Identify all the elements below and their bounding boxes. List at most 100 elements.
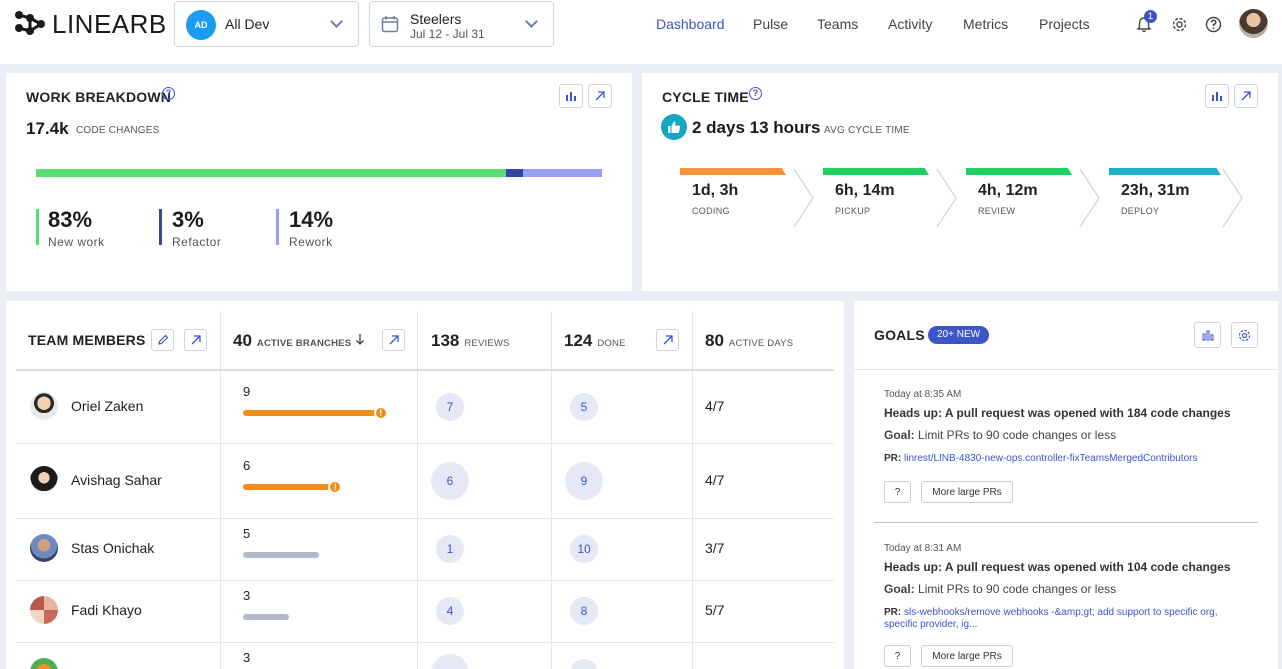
active-days-header[interactable]: 80 ACTIVE DAYS — [705, 331, 793, 351]
pencil-icon — [157, 334, 168, 345]
active-branches-header[interactable]: 40 ACTIVE BRANCHES — [233, 331, 351, 351]
help-icon[interactable] — [1205, 16, 1222, 33]
goal-question-button[interactable]: ? — [884, 645, 911, 667]
calendar-icon — [381, 16, 399, 33]
avatar — [30, 465, 58, 494]
cycle-stage-review[interactable]: 4h, 12m REVIEW — [966, 168, 1100, 228]
member-name[interactable]: Fadi Khayo — [71, 602, 142, 618]
stage-color-bar — [966, 168, 1072, 175]
active-days-value: 5/7 — [705, 602, 725, 618]
notifications-button[interactable]: 1 — [1135, 10, 1157, 34]
done-header[interactable]: 124 DONE — [564, 331, 626, 351]
cycle-time-title: CYCLE TIME — [662, 89, 749, 105]
pr-link[interactable]: linrest/LINB-4830-new-ops.controller-fix… — [904, 453, 1198, 464]
pr-link[interactable]: sls-webhooks/remove webhooks -&amp;gt; a… — [884, 607, 1218, 630]
refactor-percent: 3% — [172, 207, 204, 232]
done-bubble[interactable]: 5 — [570, 393, 598, 421]
expand-team-button[interactable] — [184, 329, 207, 351]
cycle-stage-deploy[interactable]: 23h, 31m DEPLOY — [1109, 168, 1243, 228]
stage-color-bar — [1109, 168, 1221, 175]
top-header: LINEARB AD All Dev Steelers Jul 12 - Jul… — [0, 0, 1282, 64]
help-icon[interactable]: ? — [749, 87, 762, 100]
iteration-dates: Jul 12 - Jul 31 — [410, 27, 485, 41]
new-work-label: New work — [48, 235, 105, 249]
chart-view-button[interactable] — [1205, 84, 1229, 108]
header-divider — [16, 369, 834, 371]
nav-teams[interactable]: Teams — [817, 16, 859, 32]
goals-settings-button[interactable] — [1231, 322, 1258, 348]
logo-text: LINEARB — [52, 8, 167, 39]
reviews-header[interactable]: 138 REVIEWS — [431, 331, 510, 351]
code-changes-total: 17.4k — [26, 119, 69, 138]
expand-button[interactable] — [1234, 84, 1258, 108]
warning-icon[interactable]: ! — [328, 479, 343, 494]
goals-chart-button[interactable] — [1194, 322, 1221, 348]
reviews-bubble[interactable]: 7 — [436, 393, 464, 421]
done-bubble[interactable]: 9 — [565, 461, 603, 500]
table-row[interactable] — [16, 642, 834, 669]
iteration-selector[interactable]: Steelers Jul 12 - Jul 31 — [369, 1, 554, 47]
cycle-stage-pickup[interactable]: 6h, 14m PICKUP — [823, 168, 957, 228]
help-icon[interactable]: ? — [162, 87, 175, 100]
goal-label: Goal: — [884, 428, 915, 442]
linearb-logo[interactable]: LINEARB — [14, 8, 167, 40]
goal-headline: Heads up: A pull request was opened with… — [884, 406, 1231, 420]
stage-color-bar — [680, 168, 786, 175]
refactor-label: Refactor — [172, 235, 222, 249]
work-breakdown-card: WORK BREAKDOWN ? 17.4k CODE CHANGES 83% … — [6, 73, 632, 291]
expand-branches-button[interactable] — [382, 329, 405, 351]
reviews-bubble[interactable]: 6 — [431, 461, 469, 500]
column-divider — [692, 311, 693, 669]
branch-count: 3 — [243, 650, 251, 665]
avatar — [30, 534, 58, 562]
chart-view-button[interactable] — [559, 84, 583, 108]
active-days-value: 3/7 — [705, 540, 725, 556]
expand-button[interactable] — [588, 84, 612, 108]
done-bubble[interactable] — [570, 659, 598, 669]
team-selector[interactable]: AD All Dev — [174, 1, 359, 47]
stage-label: PICKUP — [835, 206, 871, 216]
gear-icon — [1238, 329, 1251, 341]
reviews-bubble[interactable]: 4 — [436, 597, 464, 625]
sort-down-icon[interactable] — [355, 333, 365, 345]
stage-color-bar — [823, 168, 929, 175]
branch-bar — [243, 614, 289, 620]
stage-value: 6h, 14m — [835, 182, 895, 199]
member-name[interactable]: Oriel Zaken — [71, 398, 144, 414]
branch-count: 3 — [243, 588, 251, 603]
nav-dashboard[interactable]: Dashboard — [656, 16, 725, 32]
branch-bar — [243, 410, 380, 416]
stage-value: 4h, 12m — [978, 182, 1038, 199]
goal-question-button[interactable]: ? — [884, 481, 911, 503]
arrow-up-right-icon — [663, 335, 673, 345]
reviews-bubble[interactable] — [431, 654, 469, 669]
edit-team-button[interactable] — [151, 329, 174, 351]
chevron-right-icon — [936, 168, 957, 228]
goal-pr-line: PR: linrest/LINB-4830-new-ops.controller… — [884, 453, 1234, 465]
arrow-up-right-icon — [595, 91, 605, 101]
cycle-stage-coding[interactable]: 1d, 3h CODING — [680, 168, 814, 228]
reviews-bubble[interactable]: 1 — [436, 535, 464, 563]
member-name[interactable]: Avishag Sahar — [71, 471, 162, 488]
expand-done-button[interactable] — [656, 329, 679, 351]
table-row[interactable] — [16, 580, 834, 642]
table-row[interactable] — [16, 443, 834, 518]
nav-projects[interactable]: Projects — [1039, 16, 1090, 32]
breakdown-segment — [522, 169, 602, 177]
more-large-prs-button[interactable]: More large PRs — [921, 481, 1013, 503]
member-name[interactable]: Stas Onichak — [71, 540, 155, 556]
done-bubble[interactable]: 10 — [570, 535, 598, 563]
user-avatar[interactable] — [1239, 9, 1268, 38]
table-row[interactable] — [16, 518, 834, 580]
done-bubble[interactable]: 8 — [570, 597, 598, 625]
nav-metrics[interactable]: Metrics — [963, 16, 1009, 32]
nav-activity[interactable]: Activity — [888, 16, 933, 32]
stage-label: DEPLOY — [1121, 206, 1160, 216]
warning-icon[interactable]: ! — [373, 406, 388, 420]
gear-icon[interactable] — [1171, 16, 1188, 33]
arrow-up-right-icon — [389, 335, 399, 345]
more-large-prs-button[interactable]: More large PRs — [921, 645, 1013, 667]
nav-pulse[interactable]: Pulse — [753, 16, 789, 32]
breakdown-segment — [36, 169, 506, 177]
team-members-card — [6, 301, 844, 669]
